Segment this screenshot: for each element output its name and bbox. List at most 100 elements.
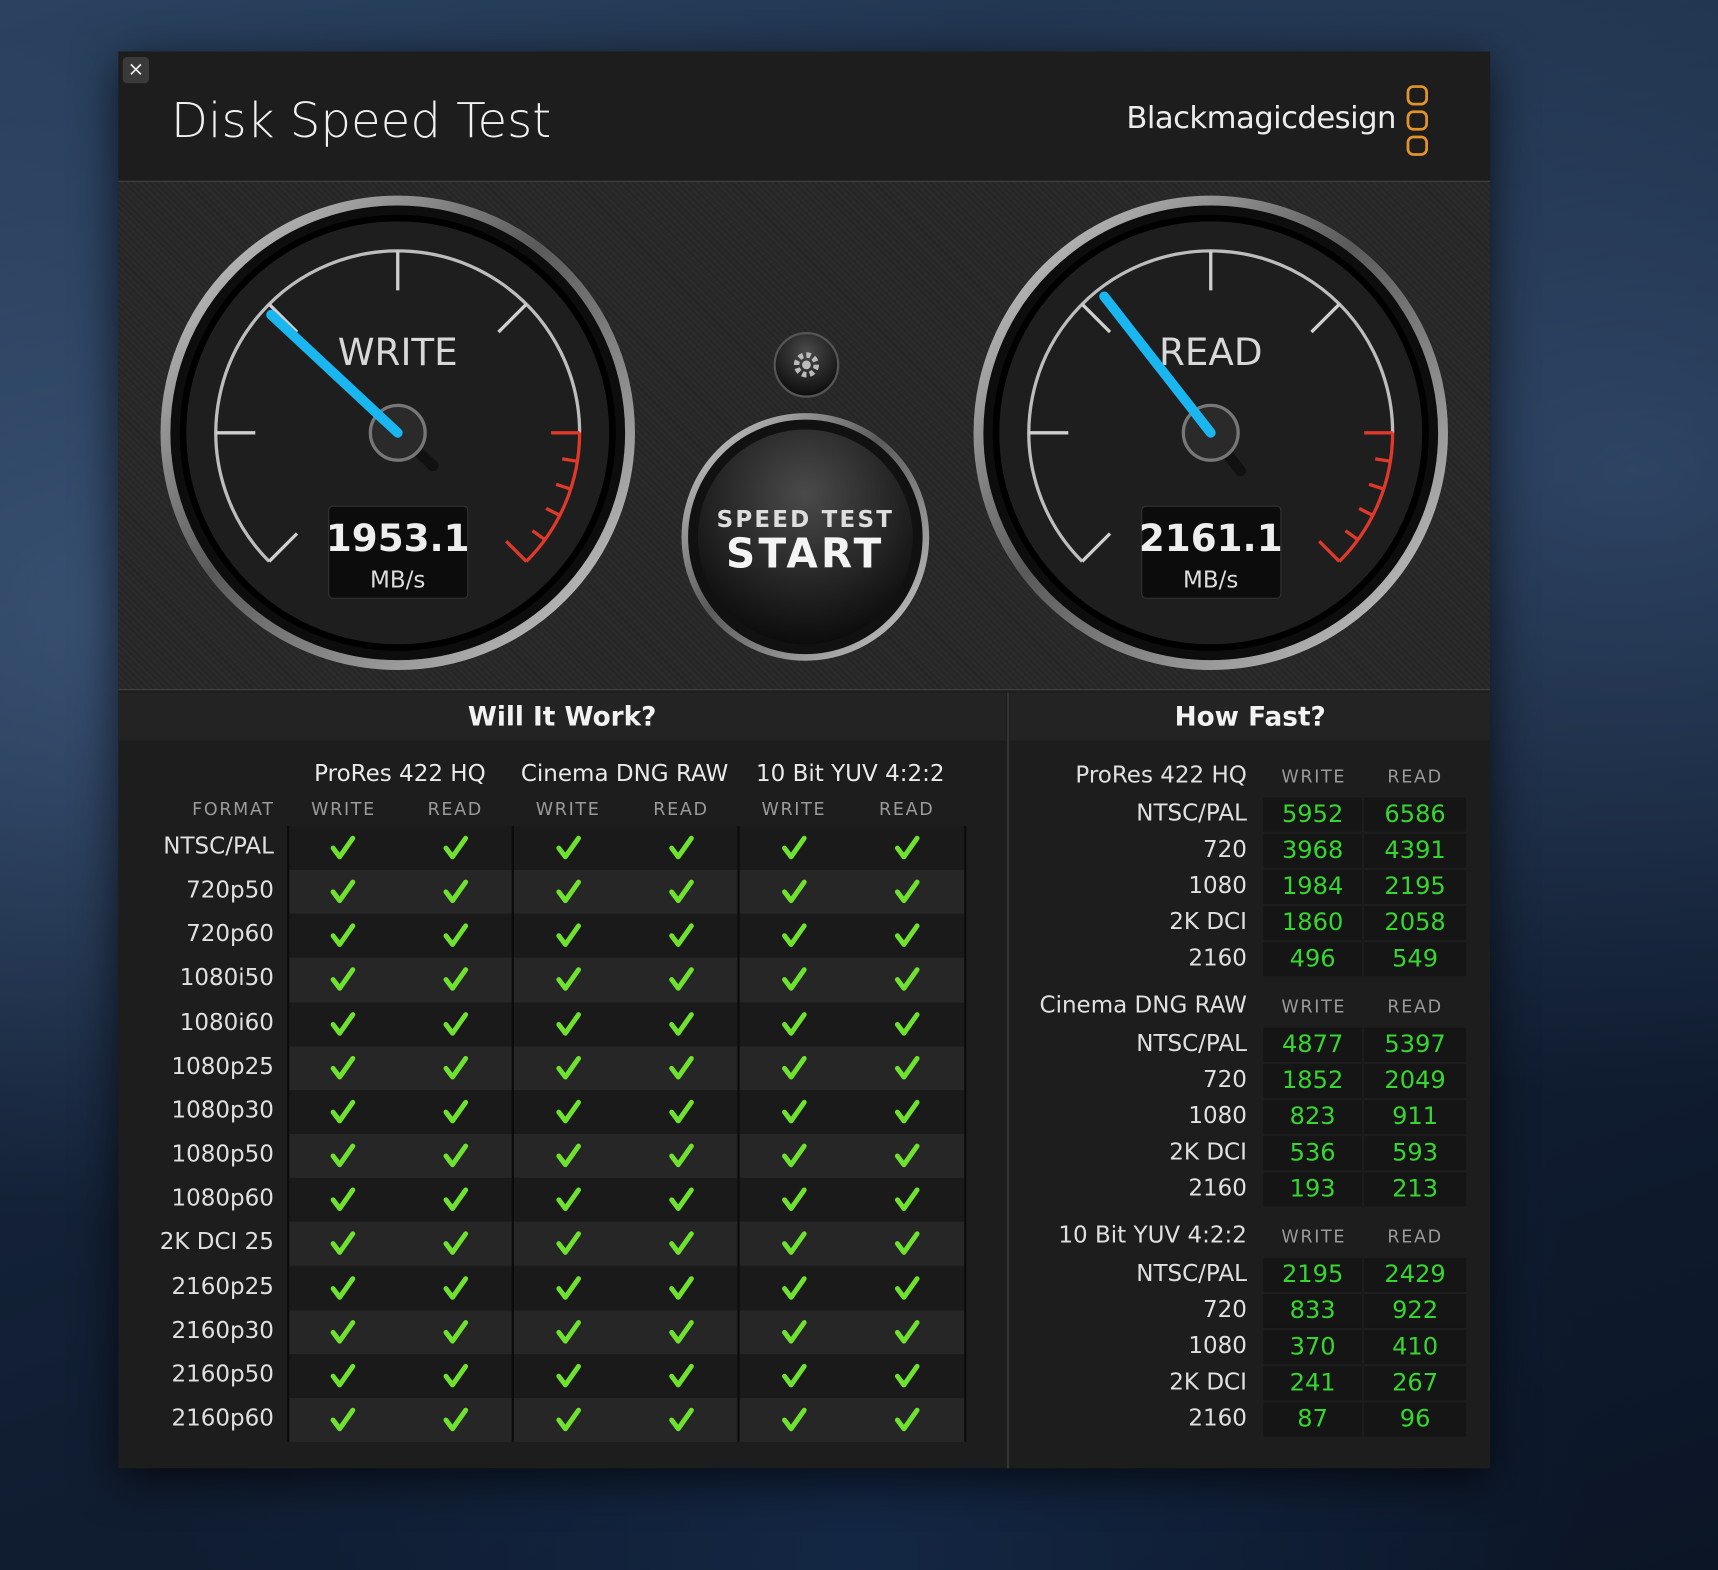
read-speed: 6586	[1364, 797, 1467, 832]
check-stroke	[894, 1407, 920, 1432]
check-stroke	[894, 1231, 920, 1256]
check-mark	[555, 1231, 581, 1256]
write-speed: 536	[1263, 1136, 1362, 1171]
check-mark	[894, 923, 920, 948]
gauge-red-tick	[555, 482, 572, 491]
needle	[266, 309, 403, 438]
check-stroke	[668, 1099, 694, 1124]
format-label: 2160p50	[171, 1360, 274, 1387]
check-mark	[442, 1231, 468, 1256]
check-stroke	[442, 1099, 468, 1124]
check-stroke	[442, 923, 468, 948]
close-button[interactable]: ×	[122, 56, 150, 84]
check-stroke	[781, 1319, 807, 1344]
gauge-redline	[525, 432, 582, 563]
check-mark	[668, 1363, 694, 1388]
read-speed: 922	[1364, 1294, 1467, 1328]
format-label: 720p60	[186, 920, 274, 948]
gauge-tick	[1080, 532, 1112, 563]
check-stroke	[330, 1407, 356, 1432]
row-bg	[287, 1222, 965, 1267]
format-label: 2160	[1188, 944, 1247, 971]
gauge: WRITE 1953.1 MB/s	[160, 195, 635, 671]
column-header: READ	[653, 798, 709, 820]
check-mark	[330, 879, 356, 904]
write-speed: 1984	[1263, 869, 1362, 904]
format-label: 2160p25	[171, 1272, 274, 1299]
format-label: 1080	[1188, 1102, 1247, 1129]
check-mark	[781, 1319, 807, 1344]
check-mark	[781, 967, 807, 992]
column-header: WRITE	[1281, 765, 1347, 787]
check-mark	[668, 835, 694, 860]
gauge-red-tick	[1368, 482, 1385, 491]
check-stroke	[894, 1011, 920, 1036]
check-mark	[442, 1011, 468, 1036]
gauge-red-tick	[505, 540, 528, 563]
check-stroke	[668, 967, 694, 992]
check-stroke	[668, 1055, 694, 1080]
check-stroke	[330, 923, 356, 948]
column-header: WRITE	[311, 798, 376, 820]
check-stroke	[442, 1187, 468, 1212]
check-stroke	[668, 1275, 694, 1300]
check-stroke	[555, 1231, 581, 1256]
check-stroke	[668, 1143, 694, 1168]
check-stroke	[555, 1319, 581, 1344]
check-stroke	[781, 1055, 807, 1080]
start-line2: START	[726, 530, 885, 578]
check-mark	[894, 1143, 920, 1168]
check-mark	[555, 835, 581, 860]
check-mark	[555, 1363, 581, 1388]
read-speed: 2429	[1364, 1257, 1467, 1292]
check-mark	[555, 1187, 581, 1212]
app-window: × Disk Speed Test Blackmagicdesign SPEED…	[118, 51, 1491, 1469]
row-bg	[287, 1354, 965, 1399]
codec-header: 10 Bit YUV 4:2:2	[1058, 1221, 1247, 1249]
check-stroke	[894, 1275, 920, 1300]
row-bg	[287, 958, 965, 1003]
check-mark	[442, 923, 468, 948]
readout-value: 1953.1	[326, 516, 470, 560]
codec-header: Cinema DNG RAW	[520, 760, 729, 787]
check-mark	[555, 1275, 581, 1300]
write-speed: 5952	[1263, 797, 1362, 832]
check-mark	[894, 1231, 920, 1256]
check-mark	[668, 1011, 694, 1036]
write-speed: 496	[1263, 942, 1362, 977]
gauge-tick	[267, 532, 299, 563]
format-label: 2K DCI	[1169, 908, 1247, 935]
gauge-red-tick	[545, 506, 561, 517]
start-line1: SPEED TEST	[717, 507, 895, 533]
format-label: 2160	[1188, 1174, 1247, 1201]
check-stroke	[442, 1055, 468, 1080]
row-bg	[287, 914, 965, 959]
check-mark	[330, 1099, 356, 1124]
read-speed: 5397	[1364, 1027, 1467, 1062]
check-mark	[555, 1143, 581, 1168]
check-mark	[668, 1231, 694, 1256]
start-button[interactable]: SPEED TEST START	[681, 413, 930, 661]
check-stroke	[442, 1319, 468, 1344]
check-stroke	[330, 967, 356, 992]
settings-button[interactable]	[773, 331, 840, 398]
format-label: 720	[1202, 836, 1247, 863]
row-bg	[287, 1134, 965, 1179]
check-mark	[442, 967, 468, 992]
check-stroke	[442, 1407, 468, 1432]
column-divider	[964, 826, 967, 1443]
brand-logo	[1406, 85, 1428, 156]
check-stroke	[781, 967, 807, 992]
row-bg	[287, 1002, 965, 1047]
check-stroke	[442, 1363, 468, 1388]
row-bg	[287, 1046, 965, 1091]
row-bg	[287, 1266, 965, 1311]
check-mark	[555, 923, 581, 948]
codec-header: Cinema DNG RAW	[1039, 991, 1247, 1018]
gauge-red-tick	[1358, 506, 1374, 517]
check-mark	[894, 1187, 920, 1212]
format-label: NTSC/PAL	[1136, 1029, 1247, 1057]
column-header: READ	[1387, 765, 1443, 787]
will-it-work-title: Will It Work?	[118, 692, 1006, 741]
format-label: NTSC/PAL	[1136, 799, 1247, 827]
